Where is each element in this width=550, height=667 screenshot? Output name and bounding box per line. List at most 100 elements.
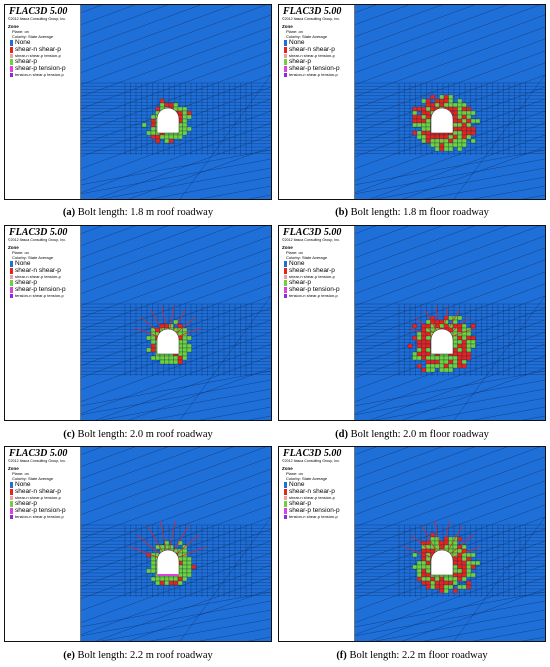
plastic-cell xyxy=(182,343,188,349)
plastic-cell xyxy=(425,584,431,590)
plastic-cell xyxy=(434,98,440,104)
legend-copyright: ©2012 Itasca Consulting Group, Inc. xyxy=(8,459,66,463)
mesh-line xyxy=(353,456,545,528)
plastic-cell xyxy=(452,351,458,357)
plastic-cell xyxy=(416,572,422,578)
legend-item: shear-n shear-p xyxy=(10,267,80,274)
plastic-cell xyxy=(443,355,449,361)
plastic-cell xyxy=(146,568,152,574)
bolt xyxy=(424,309,437,331)
plastic-cell xyxy=(439,94,445,100)
mesh-line xyxy=(95,134,271,199)
legend-swatch xyxy=(10,495,13,500)
plastic-cell xyxy=(430,142,436,148)
plastic-cell xyxy=(461,138,467,144)
mesh-line xyxy=(353,591,545,628)
plastic-cell xyxy=(461,142,467,148)
caption-text: Bolt length: 2.0 m roof roadway xyxy=(77,429,213,440)
legend-zone-heading: Zone xyxy=(282,24,293,29)
plastic-cell xyxy=(155,134,161,140)
plastic-cell xyxy=(461,343,467,349)
plastic-cell xyxy=(416,106,422,112)
plastic-cell xyxy=(416,343,422,349)
legend-item: shear-n shear-p tension-p xyxy=(10,495,80,500)
plastic-cell xyxy=(452,114,458,120)
mesh-line xyxy=(353,226,541,295)
plastic-cell xyxy=(150,339,156,345)
plastic-cell xyxy=(466,339,472,345)
plastic-cell xyxy=(182,355,188,361)
plastic-cell xyxy=(182,339,188,345)
mesh-line xyxy=(473,406,545,420)
plastic-cell xyxy=(439,580,445,586)
legend-swatch xyxy=(10,260,13,267)
plastic-cell xyxy=(141,122,147,128)
legend-items: None shear-n shear-p shear-n shear-p tensi… xyxy=(5,39,80,77)
plastic-cell xyxy=(177,106,183,112)
legend-items: None shear-n shear-p shear-n shear-p tensi… xyxy=(279,39,354,77)
legend-zone-heading: Zone xyxy=(8,245,19,250)
mesh-line xyxy=(353,5,410,26)
plastic-cell xyxy=(443,146,449,152)
plastic-cell xyxy=(461,359,467,365)
plastic-cell xyxy=(461,126,467,132)
plastic-cell xyxy=(470,126,476,132)
legend-item-label: None xyxy=(15,39,31,46)
legend-item: shear-p tension-p xyxy=(10,286,80,293)
plastic-cell xyxy=(421,126,427,132)
plastic-cell xyxy=(452,142,458,148)
legend-colorby: Colorby: State Average xyxy=(286,475,328,481)
bolts xyxy=(403,520,481,558)
legend-item-label: shear-n shear-p tension-p xyxy=(289,495,335,500)
mesh-line xyxy=(79,552,271,624)
legend-item-label: shear-n shear-p tension-p xyxy=(289,53,335,58)
plastic-cell xyxy=(434,146,440,152)
plastic-cell xyxy=(452,130,458,136)
plastic-cell xyxy=(466,347,472,353)
legend-swatch xyxy=(10,514,13,519)
plastic-cell xyxy=(448,576,454,582)
legend-colorby: Colorby: State Average xyxy=(12,475,54,481)
legend-swatch xyxy=(10,488,13,495)
plastic-cell xyxy=(457,536,463,542)
plastic-cell xyxy=(150,130,156,136)
legend-item-label: shear-p tension-p xyxy=(289,65,340,72)
plastic-cell xyxy=(448,363,454,369)
legend-swatch xyxy=(284,267,287,274)
legend-swatch xyxy=(10,279,13,286)
plastic-cell xyxy=(457,351,463,357)
plastic-cell xyxy=(186,114,192,120)
legend-swatch xyxy=(284,514,287,519)
mesh-line xyxy=(79,447,234,504)
mesh-line xyxy=(149,397,271,420)
plastic-cell xyxy=(448,102,454,108)
mesh-line xyxy=(353,379,545,416)
plastic-cell xyxy=(466,580,472,586)
plastic-cell xyxy=(430,355,436,361)
plastic-cell xyxy=(425,564,431,570)
legend-item: shear-p tension-p xyxy=(284,65,354,72)
plastic-cell xyxy=(150,347,156,353)
mesh-line xyxy=(79,492,271,564)
plastic-cell xyxy=(412,351,418,357)
plastic-cell xyxy=(150,122,156,128)
plastic-cell xyxy=(466,126,472,132)
plastic-cell xyxy=(412,114,418,120)
plastic-cell xyxy=(146,335,152,341)
plastic-cell xyxy=(421,556,427,562)
mesh-line xyxy=(353,468,545,540)
plastic-cell xyxy=(150,576,156,582)
legend-item-label: shear-n shear-p tension-p xyxy=(289,274,335,279)
plastic-cell xyxy=(421,138,427,144)
mesh-line xyxy=(199,406,271,420)
legend-title: FLAC3D 5.00 xyxy=(9,448,68,459)
legend-item-label: shear-p xyxy=(15,58,38,65)
plastic-cell xyxy=(439,584,445,590)
plastic-cell xyxy=(457,355,463,361)
legend-item: tension-n shear-p tension-p xyxy=(10,293,80,298)
plastic-cell xyxy=(443,584,449,590)
plastic-cell xyxy=(434,580,440,586)
legend-item: tension-n shear-p tension-p xyxy=(284,293,354,298)
legend-item-label: shear-n shear-p xyxy=(15,46,61,53)
plastic-cell xyxy=(421,335,427,341)
